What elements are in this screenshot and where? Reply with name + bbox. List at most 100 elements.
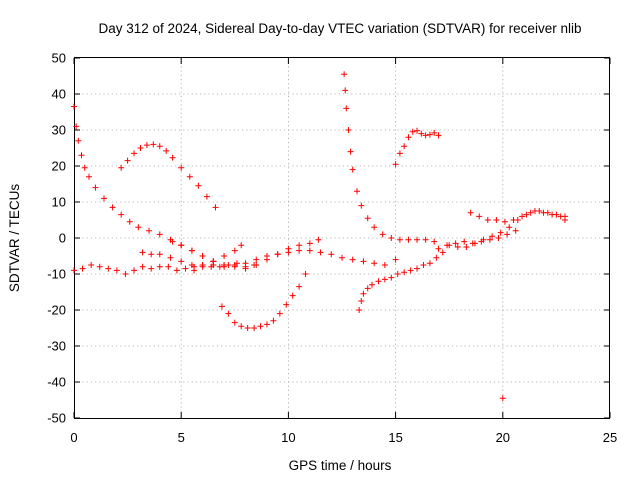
data-point — [405, 134, 412, 141]
data-point — [489, 233, 496, 240]
data-point — [504, 231, 511, 238]
data-point — [317, 249, 324, 256]
data-point — [167, 254, 174, 261]
data-point — [392, 256, 399, 263]
data-point — [156, 263, 163, 270]
y-tick-labels: -50 -40 -30 -20 -10 0 10 20 30 40 50 — [47, 51, 66, 426]
data-point — [289, 292, 296, 299]
data-point — [218, 303, 225, 310]
data-point — [283, 301, 290, 308]
data-point — [454, 244, 461, 250]
y-tick-label: -20 — [47, 303, 66, 318]
data-point — [203, 193, 210, 200]
data-point — [381, 276, 388, 283]
data-point — [343, 105, 350, 112]
data-point — [73, 123, 80, 130]
y-tick-label: -30 — [47, 339, 66, 354]
data-point — [86, 173, 93, 180]
data-point — [463, 244, 470, 250]
data-point — [113, 267, 120, 274]
data-point — [345, 127, 352, 133]
data-point — [231, 247, 238, 254]
data-point — [388, 235, 395, 241]
data-point — [244, 325, 251, 331]
data-point — [364, 285, 371, 292]
data-point — [371, 260, 378, 267]
data-point — [461, 238, 468, 245]
data-point — [339, 254, 345, 261]
data-point — [328, 251, 335, 258]
y-axis-label: SDTVAR / TECUs — [7, 184, 22, 293]
data-point — [401, 143, 408, 150]
data-point — [137, 145, 144, 151]
y-tick-label: 30 — [52, 123, 66, 138]
data-point — [486, 236, 493, 243]
y-tick-label: 0 — [59, 231, 66, 246]
data-point — [484, 217, 491, 223]
data-point — [178, 242, 185, 249]
data-point — [186, 173, 193, 180]
data-point — [422, 132, 429, 139]
data-point — [188, 247, 195, 254]
data-point — [122, 271, 129, 277]
data-point — [519, 213, 526, 220]
series-arc-11 — [435, 227, 519, 252]
data-point — [150, 141, 157, 148]
data-point — [497, 229, 504, 236]
data-point — [414, 265, 421, 272]
data-point — [446, 242, 453, 249]
data-point — [131, 267, 138, 274]
series-outlier — [499, 395, 506, 402]
data-point — [257, 323, 264, 330]
x-axis-label: GPS time / hours — [289, 458, 392, 473]
data-point — [75, 137, 82, 144]
series-arc-10 — [356, 249, 446, 313]
data-point — [156, 251, 163, 258]
data-point — [210, 258, 217, 265]
data-point — [467, 209, 474, 216]
data-point — [354, 188, 361, 195]
data-point — [358, 298, 365, 304]
data-point — [131, 150, 138, 157]
data-point — [342, 87, 349, 94]
data-point — [296, 283, 303, 290]
data-point — [431, 129, 438, 136]
data-point — [81, 164, 88, 171]
data-point — [253, 262, 260, 268]
data-point — [221, 253, 228, 259]
data-point — [212, 204, 219, 211]
x-tick-labels: 0 5 10 15 20 25 — [70, 430, 617, 445]
data-point — [118, 211, 125, 218]
y-tick-label: -50 — [47, 411, 66, 426]
data-point — [375, 278, 382, 285]
series-arc-8 — [341, 71, 438, 245]
chart-title: Day 312 of 2024, Sidereal Day-to-day VTE… — [99, 21, 582, 36]
data-point — [381, 262, 388, 268]
data-point — [364, 215, 371, 222]
data-point — [501, 218, 508, 225]
data-point — [118, 164, 125, 171]
y-tick-label: 50 — [52, 51, 66, 66]
data-point — [499, 395, 506, 402]
data-point — [418, 130, 425, 137]
series-arc-13 — [446, 208, 568, 250]
x-tick-label: 0 — [70, 430, 77, 445]
data-point — [199, 263, 206, 270]
y-tick-label: 20 — [52, 159, 66, 174]
data-point — [349, 166, 356, 173]
data-point — [356, 307, 363, 313]
data-point — [251, 325, 258, 331]
data-point — [156, 231, 163, 238]
data-point — [96, 263, 103, 270]
data-point — [253, 256, 260, 263]
data-point — [139, 263, 146, 270]
data-point — [360, 290, 367, 297]
data-point — [231, 263, 238, 270]
data-point — [561, 217, 568, 223]
data-point — [148, 265, 155, 272]
data-point — [169, 154, 176, 161]
data-point — [165, 263, 172, 270]
data-point — [422, 236, 429, 243]
x-tick-label: 25 — [603, 430, 617, 445]
x-tick-label: 10 — [281, 430, 295, 445]
